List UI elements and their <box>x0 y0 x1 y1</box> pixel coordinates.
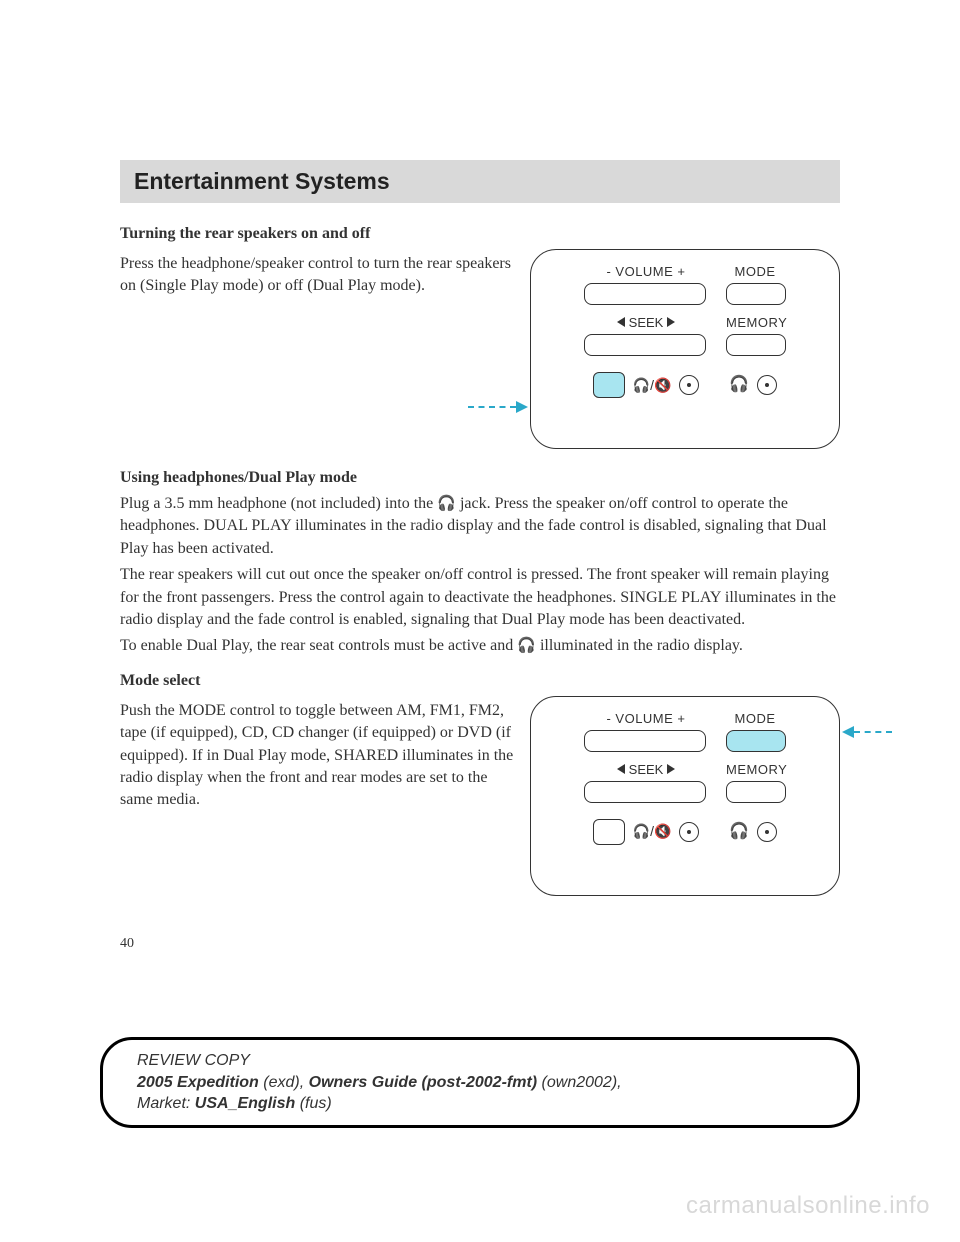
jack-icon-2 <box>757 375 777 395</box>
sec3-p1: Push the MODE control to toggle between … <box>120 700 518 812</box>
footer-line2: 2005 Expedition (exd), Owners Guide (pos… <box>137 1072 823 1094</box>
control-panel-diagram-2: - VOLUME + MODE SEEK MEMORY <box>530 696 840 896</box>
mode-button <box>726 283 786 305</box>
sec1-p1: Press the headphone/speaker control to t… <box>120 253 518 298</box>
seek-right-icon <box>667 317 675 327</box>
sec1-title: Turning the rear speakers on and off <box>120 225 840 243</box>
sec2-p2: The rear speakers will cut out once the … <box>120 564 840 631</box>
callout-arrow-left <box>468 401 528 413</box>
seek-left-icon-2 <box>617 764 625 774</box>
memory-button-2 <box>726 781 786 803</box>
volume-label-2: - VOLUME + <box>586 711 706 726</box>
seek-button-2 <box>584 781 706 803</box>
memory-label-2: MEMORY <box>726 762 784 777</box>
seek-right-icon-2 <box>667 764 675 774</box>
section-header-bar: Entertainment Systems <box>120 160 840 203</box>
sec2-p1: Plug a 3.5 mm headphone (not included) i… <box>120 493 840 560</box>
speaker-toggle-button-2 <box>593 819 625 845</box>
inline-headphone-icon-2: 🎧 <box>517 636 536 657</box>
headphone-icon: 🎧 <box>729 377 749 393</box>
volume-button-2 <box>584 730 706 752</box>
seek-left-icon <box>617 317 625 327</box>
footer-line1: REVIEW COPY <box>137 1050 823 1072</box>
jack-icon-4 <box>757 822 777 842</box>
page-number: 40 <box>120 936 840 952</box>
page-content: Entertainment Systems Turning the rear s… <box>0 0 960 952</box>
mode-button-highlighted <box>726 730 786 752</box>
sec3-body: Push the MODE control to toggle between … <box>120 696 840 896</box>
watermark: carmanualsonline.info <box>686 1192 930 1220</box>
mode-label-2: MODE <box>726 711 784 726</box>
seek-button <box>584 334 706 356</box>
memory-button <box>726 334 786 356</box>
sec1-body: Press the headphone/speaker control to t… <box>120 249 840 449</box>
memory-label: MEMORY <box>726 315 784 330</box>
sec3-title: Mode select <box>120 672 840 690</box>
sec2-p3: To enable Dual Play, the rear seat contr… <box>120 635 840 657</box>
control-panel-diagram-1: - VOLUME + MODE SEEK MEMORY <box>530 249 840 449</box>
inline-headphone-icon-1: 🎧 <box>437 494 456 515</box>
headphone-speaker-icon: 🎧/🔇 <box>633 377 672 394</box>
headphone-icon-2: 🎧 <box>729 824 749 840</box>
speaker-toggle-button-highlighted <box>593 372 625 398</box>
footer-line3: Market: USA_English (fus) <box>137 1093 823 1115</box>
seek-label-2: SEEK <box>586 762 706 777</box>
jack-icon-1 <box>679 375 699 395</box>
seek-label: SEEK <box>586 315 706 330</box>
jack-icon-3 <box>679 822 699 842</box>
headphone-speaker-icon-2: 🎧/🔇 <box>633 823 672 840</box>
sec2-title: Using headphones/Dual Play mode <box>120 469 840 487</box>
volume-label: - VOLUME + <box>586 264 706 279</box>
section-header-title: Entertainment Systems <box>134 168 390 194</box>
callout-arrow-right <box>842 726 892 738</box>
volume-button <box>584 283 706 305</box>
mode-label: MODE <box>726 264 784 279</box>
footer-box: REVIEW COPY 2005 Expedition (exd), Owner… <box>100 1037 860 1128</box>
